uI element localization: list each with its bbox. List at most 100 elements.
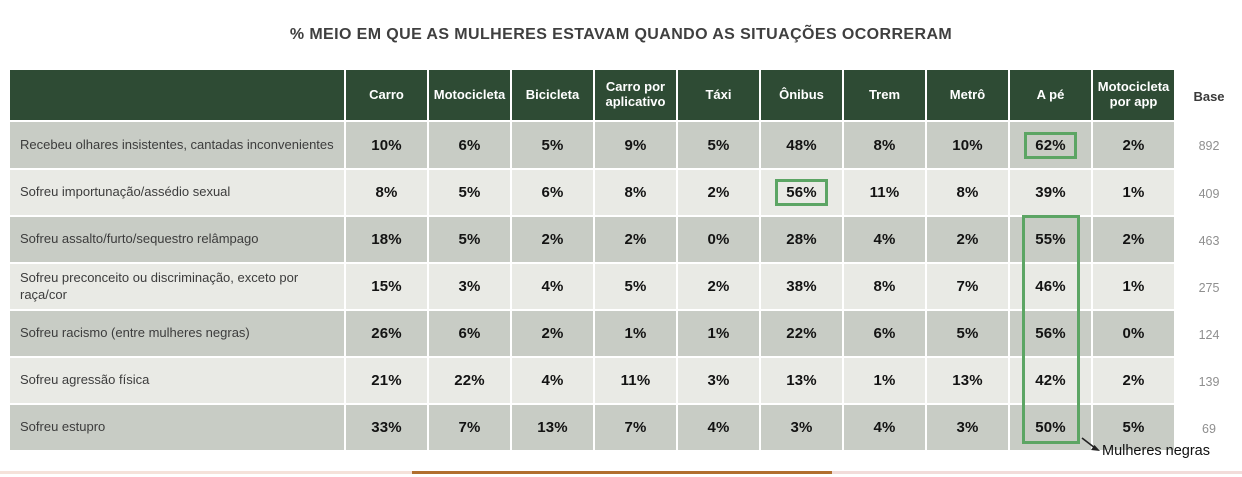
col-header-2: Motocicleta	[429, 70, 512, 122]
value-cell: 2%	[512, 217, 595, 264]
value-cell: 8%	[346, 170, 429, 217]
value-cell: 6%	[429, 311, 512, 358]
value-cell: 6%	[844, 311, 927, 358]
value-cell: 6%	[512, 170, 595, 217]
value-cell: 3%	[927, 405, 1010, 452]
value-cell: 7%	[595, 405, 678, 452]
value-cell: 1%	[595, 311, 678, 358]
value-cell: 26%	[346, 311, 429, 358]
value-cell: 4%	[512, 264, 595, 311]
value-cell: 39%	[1010, 170, 1093, 217]
col-header-9: A pé	[1010, 70, 1093, 122]
value-cell: 5%	[429, 170, 512, 217]
value-cell: 46%	[1010, 264, 1093, 311]
value-cell: 13%	[512, 405, 595, 452]
highlighted-value: 62%	[1024, 131, 1077, 159]
value-cell: 4%	[844, 405, 927, 452]
value-cell: 56%	[761, 170, 844, 217]
value-cell: 4%	[512, 358, 595, 405]
value-cell: 28%	[761, 217, 844, 264]
row-label: Sofreu agressão física	[10, 358, 346, 405]
value-cell: 33%	[346, 405, 429, 452]
base-cell: 409	[1176, 170, 1242, 217]
row-label: Recebeu olhares insistentes, cantadas in…	[10, 122, 346, 170]
value-cell: 5%	[678, 122, 761, 170]
value-cell: 8%	[844, 264, 927, 311]
value-cell: 3%	[761, 405, 844, 452]
value-cell: 5%	[512, 122, 595, 170]
row-label: Sofreu preconceito ou discriminação, exc…	[10, 264, 346, 311]
col-header-3: Bicicleta	[512, 70, 595, 122]
value-cell: 42%	[1010, 358, 1093, 405]
col-header-7: Trem	[844, 70, 927, 122]
base-cell: 69	[1176, 405, 1242, 452]
value-cell: 9%	[595, 122, 678, 170]
value-cell: 5%	[927, 311, 1010, 358]
value-cell: 1%	[1093, 170, 1176, 217]
value-cell: 2%	[1093, 122, 1176, 170]
value-cell: 15%	[346, 264, 429, 311]
header-corner-cell	[10, 70, 346, 122]
value-cell: 3%	[429, 264, 512, 311]
base-cell: 275	[1176, 264, 1242, 311]
base-column-header: Base	[1176, 70, 1242, 122]
value-cell: 2%	[678, 170, 761, 217]
base-cell: 124	[1176, 311, 1242, 358]
value-cell: 2%	[1093, 358, 1176, 405]
base-cell: 463	[1176, 217, 1242, 264]
value-cell: 48%	[761, 122, 844, 170]
value-cell: 5%	[1093, 405, 1176, 452]
highlighted-value: 56%	[775, 179, 828, 206]
value-cell: 2%	[678, 264, 761, 311]
value-cell: 1%	[844, 358, 927, 405]
value-cell: 22%	[429, 358, 512, 405]
value-cell: 2%	[927, 217, 1010, 264]
row-label: Sofreu estupro	[10, 405, 346, 452]
value-cell: 8%	[595, 170, 678, 217]
value-cell: 1%	[678, 311, 761, 358]
value-cell: 7%	[429, 405, 512, 452]
col-header-5: Táxi	[678, 70, 761, 122]
bottom-divider-left	[0, 471, 412, 474]
value-cell: 8%	[927, 170, 1010, 217]
value-cell: 2%	[595, 217, 678, 264]
base-cell: 892	[1176, 122, 1242, 170]
value-cell: 62%	[1010, 122, 1093, 170]
value-cell: 0%	[678, 217, 761, 264]
value-cell: 13%	[761, 358, 844, 405]
value-cell: 3%	[678, 358, 761, 405]
value-cell: 2%	[1093, 217, 1176, 264]
value-cell: 55%	[1010, 217, 1093, 264]
value-cell: 7%	[927, 264, 1010, 311]
value-cell: 1%	[1093, 264, 1176, 311]
value-cell: 2%	[512, 311, 595, 358]
value-cell: 38%	[761, 264, 844, 311]
value-cell: 10%	[927, 122, 1010, 170]
value-cell: 6%	[429, 122, 512, 170]
bottom-divider-right	[832, 471, 1242, 474]
annotation-arrow-icon	[1081, 437, 1100, 451]
value-cell: 0%	[1093, 311, 1176, 358]
value-cell: 5%	[595, 264, 678, 311]
value-cell: 11%	[595, 358, 678, 405]
value-cell: 8%	[844, 122, 927, 170]
page-title: % MEIO EM QUE AS MULHERES ESTAVAM QUANDO…	[289, 26, 953, 43]
annotation-label: Mulheres negras	[1102, 443, 1210, 459]
base-cell: 139	[1176, 358, 1242, 405]
col-header-1: Carro	[346, 70, 429, 122]
value-cell: 11%	[844, 170, 927, 217]
value-cell: 13%	[927, 358, 1010, 405]
bottom-divider-middle	[412, 471, 832, 474]
col-header-4: Carro por aplicativo	[595, 70, 678, 122]
value-cell: 4%	[844, 217, 927, 264]
results-table: Carro Motocicleta Bicicleta Carro por aplic…	[10, 70, 1242, 452]
value-cell: 21%	[346, 358, 429, 405]
row-label: Sofreu assalto/furto/sequestro relâmpago	[10, 217, 346, 264]
value-cell: 10%	[346, 122, 429, 170]
value-cell: 4%	[678, 405, 761, 452]
row-label: Sofreu importunação/assédio sexual	[10, 170, 346, 217]
value-cell: 22%	[761, 311, 844, 358]
col-header-10: Motocicleta por app	[1093, 70, 1176, 122]
value-cell: 18%	[346, 217, 429, 264]
